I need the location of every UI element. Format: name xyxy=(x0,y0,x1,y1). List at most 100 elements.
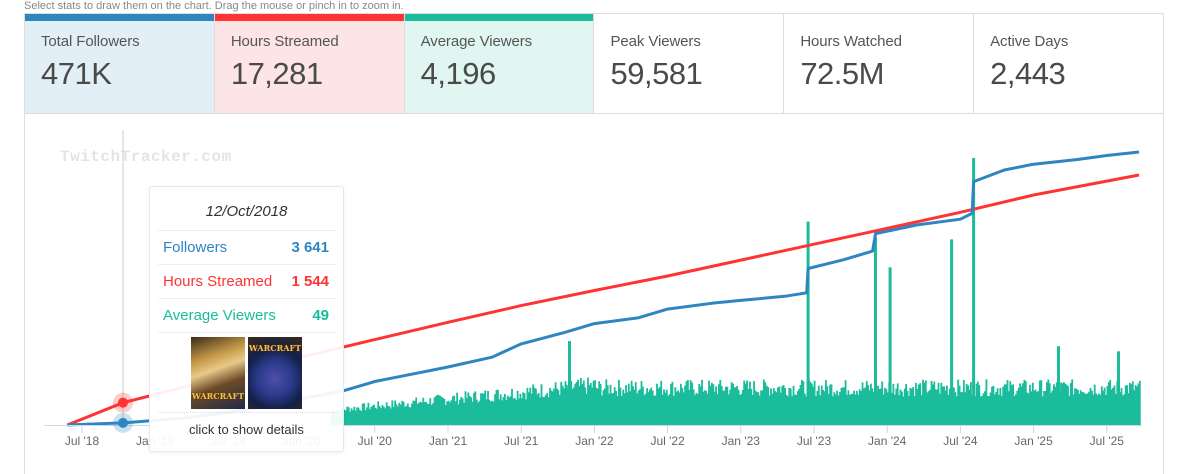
average-viewers-bar xyxy=(561,385,564,425)
game-cover-world-of-warcraft[interactable]: WARCRAFT xyxy=(248,337,302,409)
average-viewers-bar xyxy=(558,395,561,425)
average-viewers-bar xyxy=(711,382,713,425)
average-viewers-bar xyxy=(1006,380,1009,425)
stat-total-followers[interactable]: Total Followers 471K xyxy=(25,14,215,113)
average-viewers-bar xyxy=(384,408,387,425)
average-viewers-bar xyxy=(939,393,941,425)
stat-peak-viewers[interactable]: Peak Viewers 59,581 xyxy=(594,14,785,113)
average-viewers-bar xyxy=(450,400,453,425)
average-viewers-bar xyxy=(415,397,418,425)
stat-hours-watched[interactable]: Hours Watched 72.5M xyxy=(784,14,975,113)
average-viewers-bar xyxy=(870,383,872,425)
average-viewers-bar xyxy=(656,383,658,425)
average-viewers-bar xyxy=(920,395,923,425)
average-viewers-bar xyxy=(360,411,363,425)
average-viewers-bar xyxy=(882,394,885,425)
x-tick-label: Jul '24 xyxy=(943,434,978,448)
average-viewers-bar xyxy=(749,381,751,425)
stat-label: Hours Watched xyxy=(800,33,902,50)
average-viewers-bar xyxy=(779,392,782,425)
game-cover-warcraft-iii[interactable]: WARCRAFT xyxy=(191,337,245,409)
stat-hours-streamed[interactable]: Hours Streamed 17,281 xyxy=(214,14,405,113)
average-viewers-bar xyxy=(443,398,446,425)
average-viewers-bar xyxy=(543,397,546,425)
stat-active-days[interactable]: Active Days 2,443 xyxy=(974,14,1163,113)
average-viewers-bar xyxy=(397,406,399,425)
x-tick-label: Jul '20 xyxy=(358,434,393,448)
average-viewers-bar xyxy=(497,389,499,425)
average-viewers-bar xyxy=(1136,386,1138,425)
average-viewers-bar xyxy=(353,406,356,425)
stat-value: 4,196 xyxy=(420,56,497,91)
average-viewers-bar xyxy=(504,394,506,425)
average-viewers-bar xyxy=(435,396,437,425)
average-viewers-bar xyxy=(747,388,750,425)
average-viewers-bar xyxy=(802,381,805,425)
average-viewers-bar xyxy=(719,379,722,425)
average-viewers-bar xyxy=(694,394,696,425)
average-viewers-bar xyxy=(577,379,580,425)
average-viewers-bar xyxy=(454,401,457,425)
average-viewers-bar xyxy=(364,410,367,425)
average-viewers-spike xyxy=(874,236,877,425)
average-viewers-bar xyxy=(934,389,937,425)
average-viewers-bar xyxy=(1026,392,1029,425)
average-viewers-bar xyxy=(366,407,368,425)
average-viewers-bar xyxy=(975,383,978,425)
average-viewers-bar xyxy=(399,404,402,425)
average-viewers-bar xyxy=(706,393,709,425)
hours-streamed-marker xyxy=(117,397,128,408)
average-viewers-bar xyxy=(536,394,539,425)
chart-container[interactable] xyxy=(24,114,1164,474)
average-viewers-bar xyxy=(1043,391,1046,425)
average-viewers-bar xyxy=(345,410,347,425)
average-viewers-bar xyxy=(877,385,879,425)
average-viewers-bar xyxy=(515,400,518,425)
average-viewers-bar xyxy=(489,401,492,425)
average-viewers-bar xyxy=(702,391,705,425)
average-viewers-bar xyxy=(1020,386,1023,425)
average-viewers-bar xyxy=(665,389,668,425)
average-viewers-bar xyxy=(881,381,884,425)
average-viewers-bar xyxy=(651,390,654,425)
average-viewers-bar xyxy=(1138,380,1141,425)
average-viewers-bar xyxy=(1002,386,1005,425)
average-viewers-bar xyxy=(498,399,501,425)
average-viewers-bar xyxy=(598,381,601,425)
average-viewers-bar xyxy=(406,403,409,425)
average-viewers-bar xyxy=(953,387,955,425)
stat-value: 59,581 xyxy=(610,56,703,91)
average-viewers-bar xyxy=(594,380,596,425)
average-viewers-bar xyxy=(974,396,977,425)
average-viewers-bar xyxy=(557,390,560,425)
followers-marker xyxy=(117,417,128,428)
tooltip-value: 3 641 xyxy=(291,239,329,256)
average-viewers-bar xyxy=(792,385,795,425)
tooltip-label: Average Viewers xyxy=(163,307,276,324)
average-viewers-bar xyxy=(430,404,433,425)
tooltip-row-followers: Followers 3 641 xyxy=(158,231,335,265)
average-viewers-bar xyxy=(471,401,474,425)
tooltip-show-details-link[interactable]: click to show details xyxy=(189,422,304,437)
average-viewers-bar xyxy=(539,397,542,425)
tooltip-games: WARCRAFT WARCRAFT xyxy=(158,333,335,413)
average-viewers-bar xyxy=(703,390,706,425)
average-viewers-bar xyxy=(516,390,519,425)
average-viewers-bar xyxy=(791,396,794,425)
watermark: TwitchTracker.com xyxy=(60,148,232,166)
stat-average-viewers[interactable]: Average Viewers 4,196 xyxy=(404,14,595,113)
average-viewers-bar xyxy=(1133,390,1136,425)
average-viewers-bar xyxy=(663,389,665,425)
chart-tooltip[interactable]: 12/Oct/2018 Followers 3 641 Hours Stream… xyxy=(149,186,344,452)
average-viewers-bar xyxy=(425,401,428,425)
average-viewers-bar xyxy=(832,396,834,425)
average-viewers-bar xyxy=(998,394,1000,425)
average-viewers-bar xyxy=(432,403,435,425)
average-viewers-bar xyxy=(847,390,850,425)
average-viewers-bar xyxy=(886,392,889,425)
average-viewers-bar xyxy=(910,388,913,425)
average-viewers-bar xyxy=(405,405,408,425)
average-viewers-bar xyxy=(409,407,412,425)
average-viewers-bar xyxy=(560,381,563,425)
